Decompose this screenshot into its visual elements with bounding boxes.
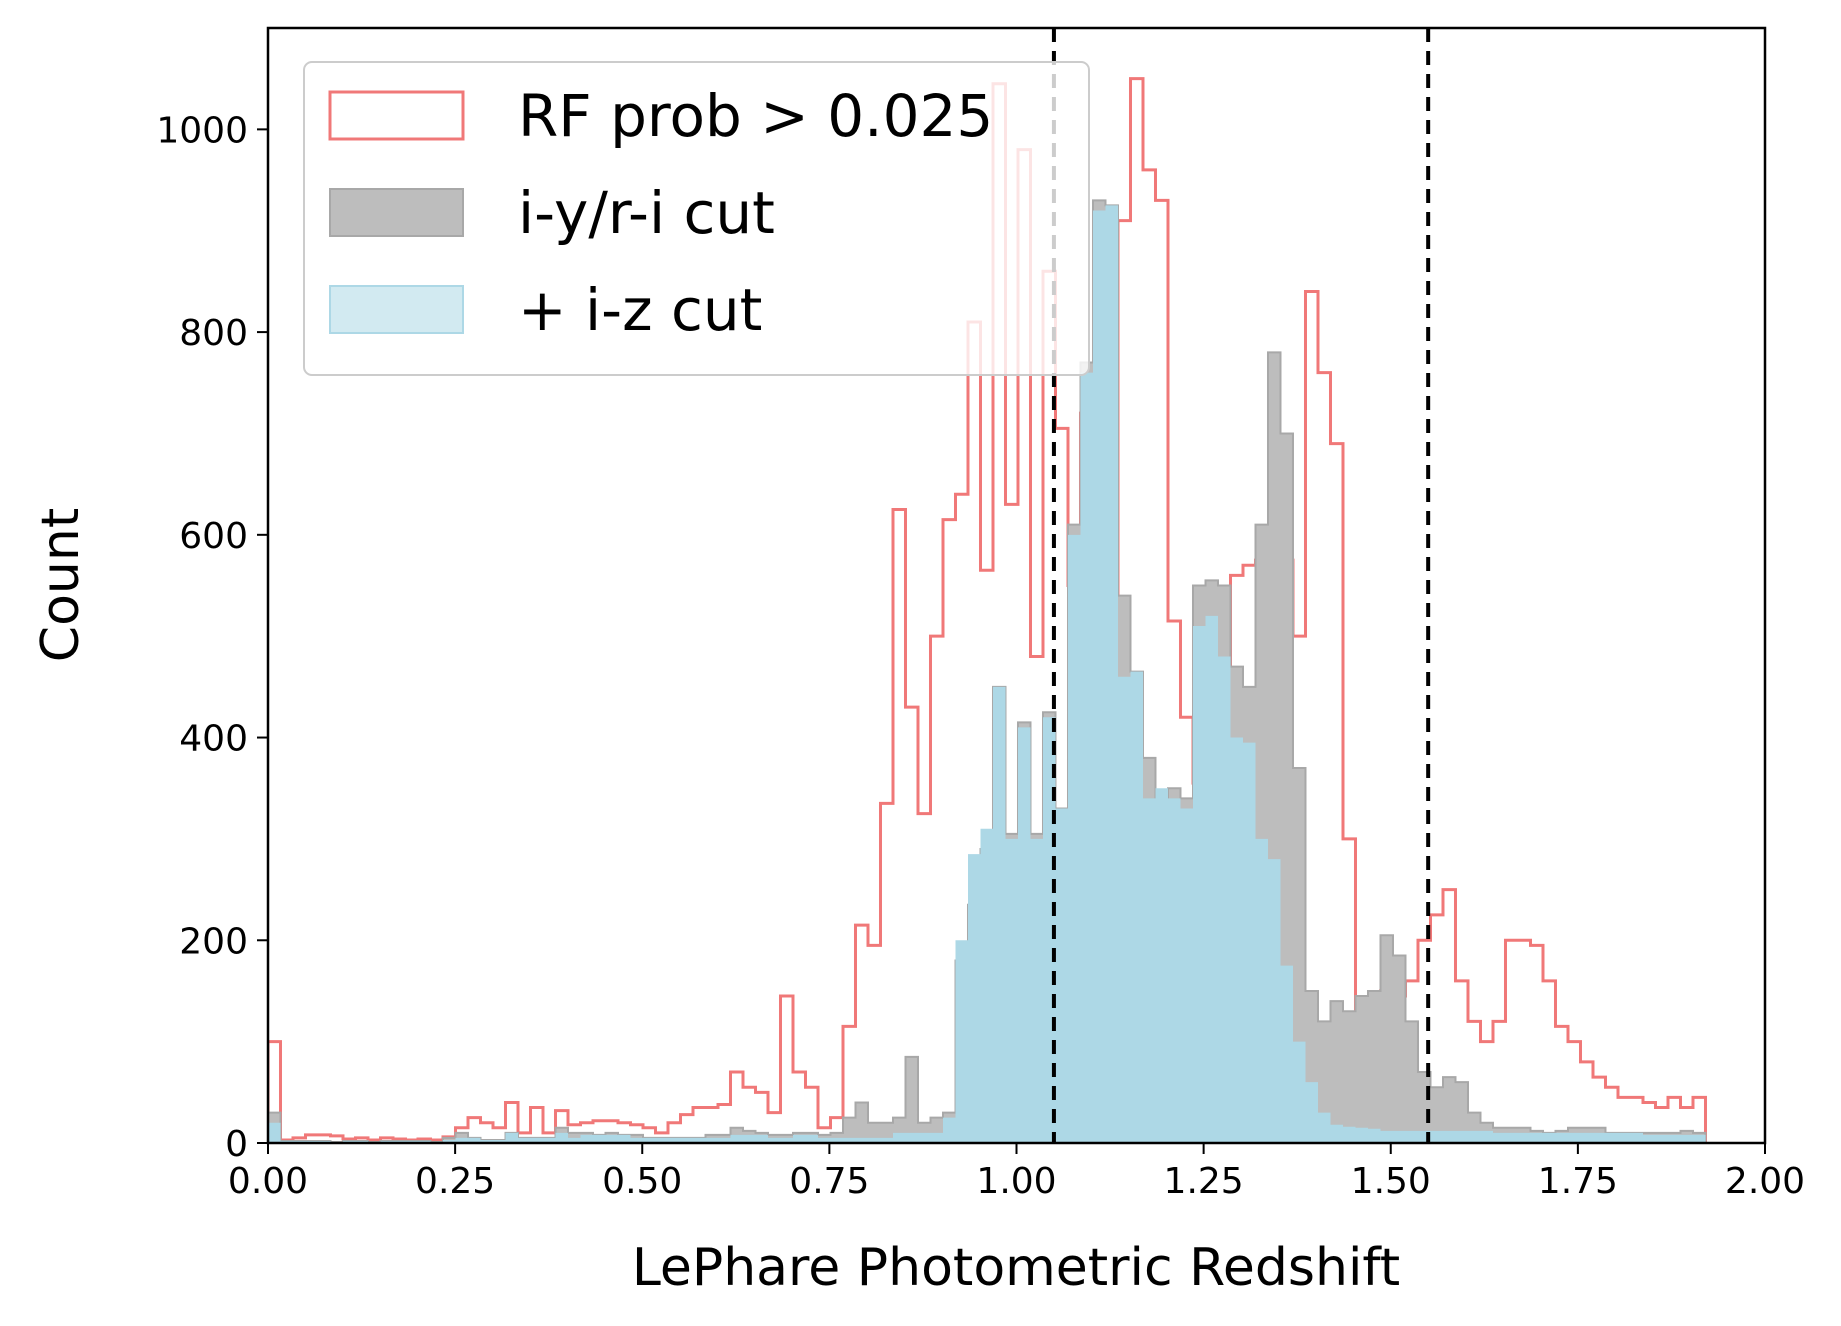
x-tick-label: 0.25 xyxy=(415,1161,495,1202)
y-tick-label: 200 xyxy=(179,921,248,962)
legend-label-rf-prob: RF prob > 0.025 xyxy=(518,82,993,150)
legend-label-iy-ri-cut: i-y/r-i cut xyxy=(518,179,775,247)
y-tick-label: 0 xyxy=(225,1124,248,1165)
x-tick-label: 1.75 xyxy=(1538,1161,1618,1202)
legend: RF prob > 0.025 i-y/r-i cut + i-z cut xyxy=(303,61,1090,376)
y-tick-label: 800 xyxy=(179,313,248,354)
histogram-area-i-z-cut xyxy=(268,205,1706,1143)
legend-swatch-iz-cut xyxy=(329,285,464,334)
x-tick-label: 0.75 xyxy=(789,1161,869,1202)
series-rf-prob-0-025 xyxy=(268,77,1707,1143)
x-tick-label: 1.25 xyxy=(1164,1161,1244,1202)
y-axis-ticks: 0 200 400 600 800 1000 xyxy=(156,110,268,1165)
x-tick-label: 2.00 xyxy=(1725,1161,1805,1202)
x-axis-ticks: 0.00 0.25 0.50 0.75 1.00 1.25 1.50 1.75 2.00 xyxy=(228,1143,1805,1202)
x-tick-label: 1.00 xyxy=(976,1161,1056,1202)
x-tick-label: 0.00 xyxy=(228,1161,308,1202)
legend-swatch-iy-ri-cut xyxy=(329,188,464,237)
histogram-step-rf-prob-0-025 xyxy=(268,77,1707,1143)
y-tick-label: 1000 xyxy=(156,110,248,151)
x-tick-label: 0.50 xyxy=(602,1161,682,1202)
y-axis-label: Count xyxy=(31,508,91,662)
y-tick-label: 400 xyxy=(179,719,248,760)
x-axis-label: LePhare Photometric Redshift xyxy=(632,1238,1400,1298)
series-layer xyxy=(268,77,1707,1143)
legend-box xyxy=(303,61,1090,376)
legend-swatch-rf-prob xyxy=(328,90,465,141)
y-tick-label: 600 xyxy=(179,516,248,557)
series-i-z-cut xyxy=(268,205,1706,1143)
legend-label-iz-cut: + i-z cut xyxy=(518,276,762,344)
x-tick-label: 1.50 xyxy=(1351,1161,1431,1202)
